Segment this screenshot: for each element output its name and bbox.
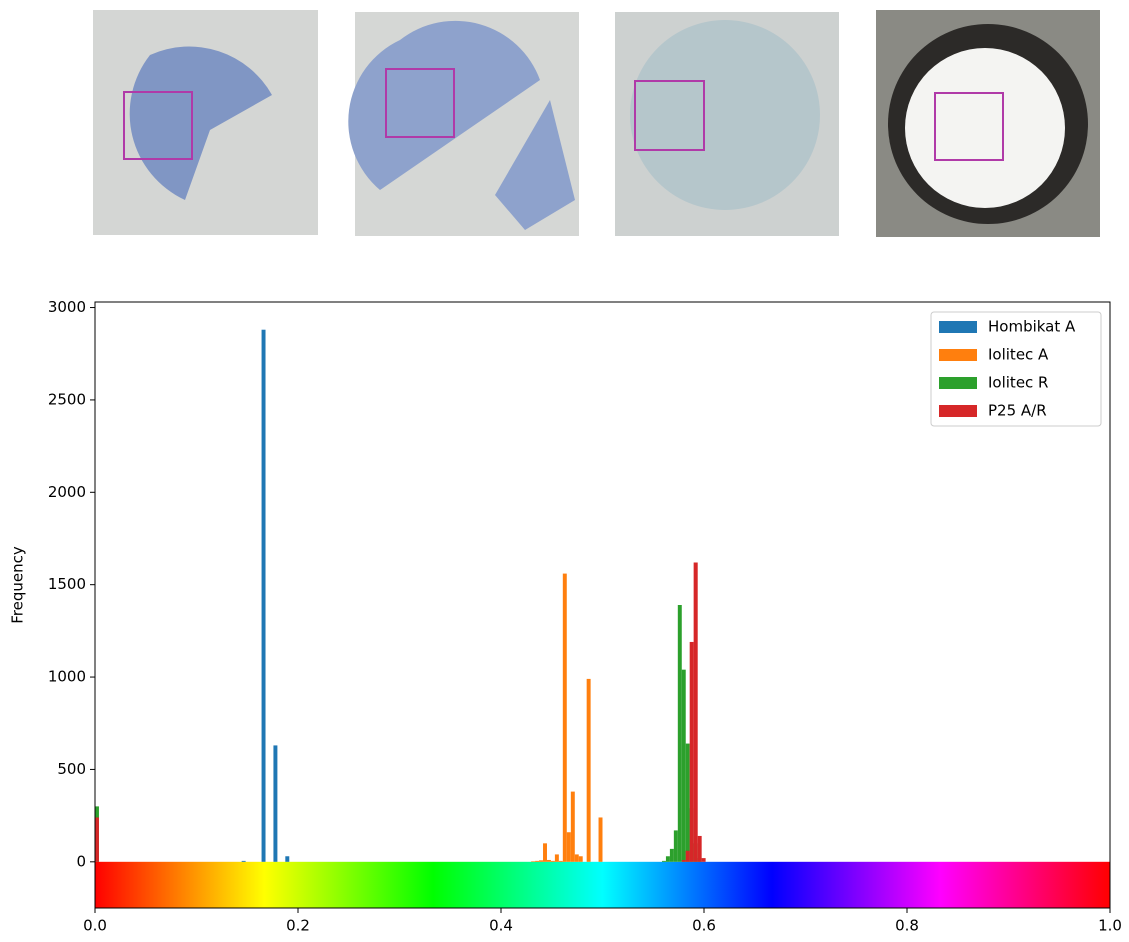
legend-swatch <box>939 321 977 333</box>
roi-box <box>385 68 455 138</box>
axes-frame <box>94 301 1111 909</box>
bar <box>574 854 579 862</box>
bar <box>586 678 591 862</box>
wafer <box>348 20 540 190</box>
bar <box>693 562 698 862</box>
bar <box>95 817 99 862</box>
legend-label: Hombikat A <box>988 318 1076 336</box>
y-tick-label: 0 <box>76 852 86 870</box>
bar <box>673 830 678 862</box>
legend-swatch <box>939 377 977 389</box>
bar <box>535 860 540 862</box>
hue-colorbar <box>95 861 1110 908</box>
legend-label: Iolitec A <box>988 346 1049 364</box>
x-tick-label: 0.0 <box>83 917 107 935</box>
legend-frame <box>930 311 1102 427</box>
y-tick-label: 2500 <box>48 390 86 408</box>
x-tick-label: 0.8 <box>895 917 919 935</box>
bar <box>543 843 547 862</box>
bar <box>241 860 246 862</box>
powder <box>905 48 1065 208</box>
bar <box>685 850 690 862</box>
bar <box>562 573 567 862</box>
roi-box <box>123 91 193 160</box>
bar <box>285 856 290 862</box>
bar <box>669 848 674 862</box>
y-axis-label: Frequency <box>9 546 27 624</box>
x-tick-label: 0.4 <box>489 917 513 935</box>
legend-label: P25 A/R <box>988 402 1047 420</box>
y-tick-label: 3000 <box>48 298 86 316</box>
bar <box>570 791 575 862</box>
bar <box>661 860 666 862</box>
bar <box>261 329 266 862</box>
bar <box>558 860 563 862</box>
y-tick-label: 2000 <box>48 483 86 501</box>
y-tick-label: 500 <box>57 760 86 778</box>
bar <box>681 669 686 862</box>
wafer <box>129 46 272 200</box>
legend-label: Iolitec R <box>988 374 1048 392</box>
bar <box>665 856 670 862</box>
wafer <box>630 20 820 210</box>
bar <box>539 860 544 862</box>
bar <box>554 854 559 862</box>
legend-swatch <box>939 349 977 361</box>
y-tick-label: 1000 <box>48 668 86 686</box>
roi-box <box>634 80 705 151</box>
x-tick-label: 1.0 <box>1098 917 1122 935</box>
bar <box>697 835 702 862</box>
bar <box>546 859 551 862</box>
bar <box>681 859 686 862</box>
sample-photos <box>93 10 1100 237</box>
y-tick-label: 1500 <box>48 575 86 593</box>
bar <box>566 832 571 862</box>
x-tick-label: 0.2 <box>286 917 310 935</box>
bar <box>685 743 690 862</box>
bar <box>531 861 536 862</box>
bar <box>550 860 555 862</box>
bar <box>578 856 583 862</box>
bar <box>598 817 603 862</box>
x-tick-label: 0.6 <box>692 917 716 935</box>
bar <box>701 858 706 862</box>
roi-box <box>934 92 1004 161</box>
bar <box>689 641 694 862</box>
legend-swatch <box>939 405 977 417</box>
bar <box>273 745 278 862</box>
bar <box>677 605 682 862</box>
wafer <box>495 100 575 230</box>
histogram-bars <box>95 329 706 862</box>
